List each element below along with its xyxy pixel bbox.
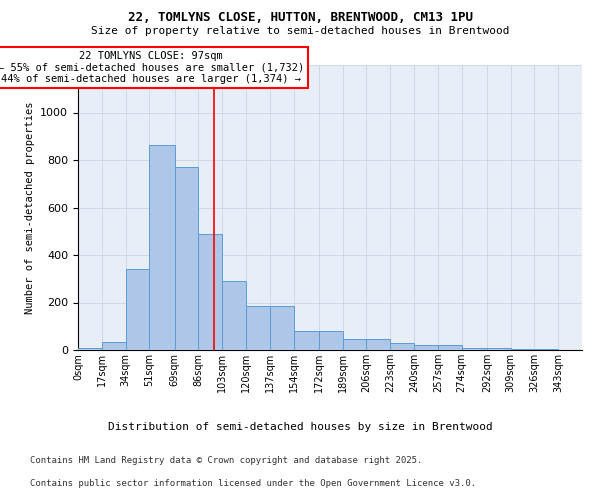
Bar <box>102 342 125 350</box>
Bar <box>535 349 558 350</box>
Bar <box>414 345 438 350</box>
Y-axis label: Number of semi-detached properties: Number of semi-detached properties <box>25 101 35 314</box>
Bar <box>511 349 535 350</box>
Bar <box>149 144 175 350</box>
Bar <box>199 234 222 350</box>
Bar <box>319 331 343 350</box>
Bar <box>390 343 414 350</box>
Bar <box>246 306 270 350</box>
Bar <box>175 167 199 350</box>
Bar <box>438 345 461 350</box>
Text: 22, TOMLYNS CLOSE, HUTTON, BRENTWOOD, CM13 1PU: 22, TOMLYNS CLOSE, HUTTON, BRENTWOOD, CM… <box>128 11 473 24</box>
Bar <box>293 331 319 350</box>
Text: Size of property relative to semi-detached houses in Brentwood: Size of property relative to semi-detach… <box>91 26 509 36</box>
Text: 22 TOMLYNS CLOSE: 97sqm
← 55% of semi-detached houses are smaller (1,732)
44% of: 22 TOMLYNS CLOSE: 97sqm ← 55% of semi-de… <box>0 51 304 84</box>
Text: Distribution of semi-detached houses by size in Brentwood: Distribution of semi-detached houses by … <box>107 422 493 432</box>
Bar <box>125 269 149 350</box>
Bar <box>461 348 487 350</box>
Bar <box>270 306 293 350</box>
Bar <box>487 348 511 350</box>
Text: Contains HM Land Registry data © Crown copyright and database right 2025.: Contains HM Land Registry data © Crown c… <box>30 456 422 465</box>
Bar <box>343 339 367 350</box>
Bar <box>78 348 102 350</box>
Bar <box>367 339 390 350</box>
Bar <box>222 281 246 350</box>
Text: Contains public sector information licensed under the Open Government Licence v3: Contains public sector information licen… <box>30 478 476 488</box>
